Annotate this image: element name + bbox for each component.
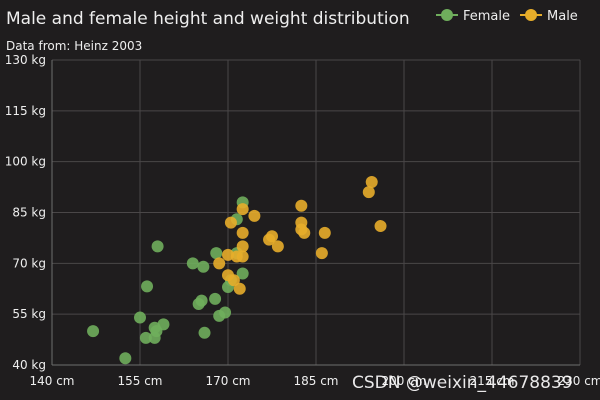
y-tick-label: 130 kg [5,53,46,67]
male-data-point[interactable] [365,176,378,188]
x-tick-label: 200 cm [381,374,426,388]
male-data-point[interactable] [236,240,249,253]
legend-marker-icon [525,9,538,21]
male-data-point[interactable] [295,199,308,212]
chart-subtitle: Data from: Heinz 2003 [6,39,142,53]
male-data-point[interactable] [236,203,249,216]
male-data-point[interactable] [362,186,375,199]
male-data-point[interactable] [227,274,240,287]
female-data-point[interactable] [157,318,170,331]
female-data-point[interactable] [210,247,223,260]
female-data-point[interactable] [141,280,154,293]
x-tick-label: 215 cm [469,374,514,388]
male-data-point[interactable] [271,240,284,253]
series-female [87,196,249,365]
data-points [87,176,387,365]
y-tick-label: 115 kg [5,104,46,118]
legend-label: Male [547,9,578,24]
x-tick-label: 230 cm [557,374,600,388]
legend-item-female[interactable]: Female [436,9,510,24]
male-data-point[interactable] [213,257,226,270]
male-data-point[interactable] [266,230,278,243]
male-data-point[interactable] [298,226,311,239]
y-tick-label: 100 kg [5,155,46,169]
axes [51,60,580,366]
female-data-point[interactable] [139,331,152,344]
male-data-point[interactable] [374,220,387,233]
y-tick-label: 85 kg [12,206,46,220]
y-tick-label: 70 kg [12,256,46,270]
female-data-point[interactable] [134,311,146,324]
x-tick-label: 185 cm [293,374,338,388]
male-data-point[interactable] [318,226,331,239]
legend-label: Female [463,9,510,24]
male-data-point[interactable] [236,250,249,263]
female-data-point[interactable] [195,294,208,307]
male-data-point[interactable] [248,209,261,222]
legend-marker-icon [441,9,453,21]
female-data-point[interactable] [236,267,249,280]
female-data-point[interactable] [219,306,232,319]
series-male [213,176,387,295]
female-data-point[interactable] [198,326,211,339]
male-data-point[interactable] [315,247,328,260]
male-data-point[interactable] [233,282,246,295]
y-tick-label: 55 kg [12,307,46,321]
y-tick-label: 40 kg [12,358,46,372]
legend[interactable]: Female Male [436,9,578,24]
x-tick-label: 140 cm [29,374,74,388]
male-data-point[interactable] [236,226,249,239]
female-data-point[interactable] [151,240,164,253]
grid-lines [51,59,581,366]
female-data-point[interactable] [87,325,100,338]
x-tick-label: 170 cm [205,374,250,388]
female-data-point[interactable] [186,257,199,270]
legend-item-male[interactable]: Male [520,9,578,24]
chart-title: Male and female height and weight distri… [6,9,410,29]
male-data-point[interactable] [224,216,237,229]
watermark: CSDN @weixin_44678839 [352,373,573,393]
female-data-point[interactable] [209,292,222,305]
tick-labels: 140 cm 155 cm 170 cm 185 cm 200 cm 215 cm 230 … [5,53,600,388]
x-tick-label: 155 cm [117,374,162,388]
female-data-point[interactable] [119,352,132,365]
female-data-point[interactable] [197,260,210,273]
